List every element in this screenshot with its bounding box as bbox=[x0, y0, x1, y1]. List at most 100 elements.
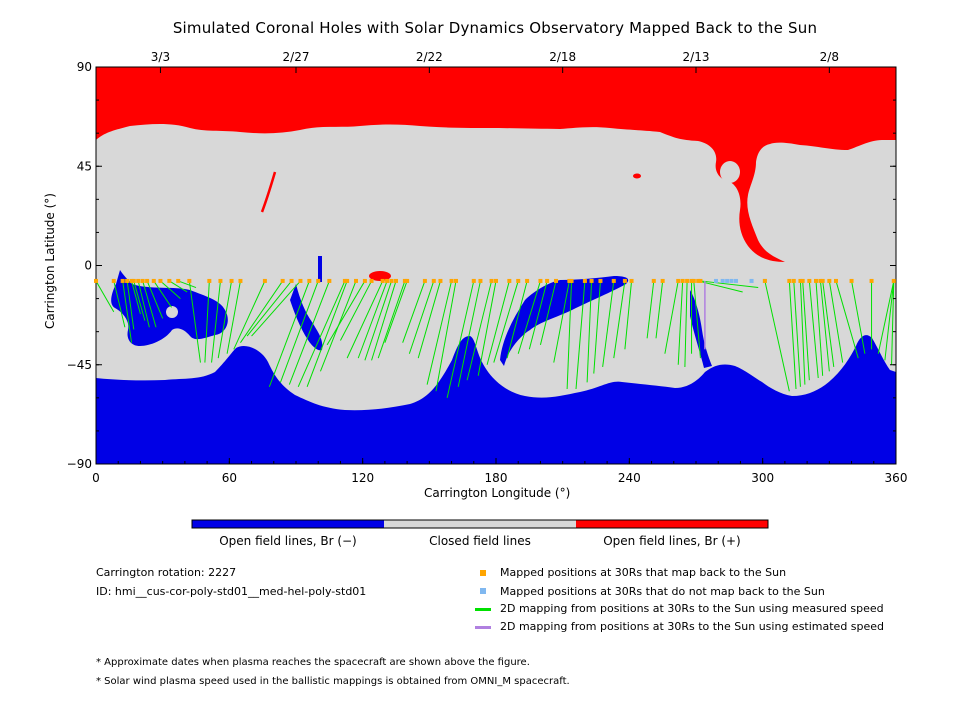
y-tick-label: −90 bbox=[67, 457, 92, 471]
mapped-point bbox=[478, 278, 483, 283]
measured-mapping-line bbox=[493, 280, 519, 363]
map-area bbox=[96, 67, 896, 464]
measured-mapping-line bbox=[506, 280, 528, 359]
mapped-point bbox=[827, 278, 832, 283]
mapped-point bbox=[791, 278, 796, 283]
mapped-point bbox=[680, 278, 685, 283]
mapped-point bbox=[176, 278, 181, 283]
measured-mapping-line bbox=[593, 280, 601, 374]
top-date-label: 2/8 bbox=[820, 50, 839, 64]
mapped-point bbox=[131, 278, 136, 283]
mapped-point bbox=[289, 278, 294, 283]
mapped-point bbox=[494, 278, 498, 283]
mapped-point bbox=[807, 278, 812, 283]
mapped-point bbox=[471, 278, 476, 283]
measured-mapping-line bbox=[217, 280, 233, 359]
measured-mapping-line bbox=[884, 280, 895, 361]
measured-mapping-line bbox=[793, 280, 801, 387]
north-positive-polar-hole bbox=[96, 67, 896, 262]
mapped-point bbox=[438, 278, 443, 283]
x-tick-label: 120 bbox=[351, 471, 374, 485]
mapped-point bbox=[507, 278, 512, 283]
mapped-point bbox=[120, 278, 125, 283]
legend-mapped-label: Mapped positions at 30Rs that map back t… bbox=[500, 566, 787, 579]
measured-mapping-line bbox=[240, 280, 284, 343]
mapped-point bbox=[354, 278, 358, 283]
legend-measured-label: 2D mapping from positions at 30Rs to the… bbox=[500, 602, 884, 615]
mapped-point bbox=[598, 278, 603, 283]
negative-hole-mid bbox=[290, 284, 323, 351]
mapped-point bbox=[676, 278, 681, 283]
measured-mapping-line bbox=[566, 280, 573, 390]
measured-mapping-line bbox=[700, 280, 759, 289]
mapped-point bbox=[145, 278, 150, 283]
measured-mapping-line bbox=[371, 280, 397, 361]
mapping-lines bbox=[95, 280, 895, 398]
negative-hole-center bbox=[500, 276, 629, 366]
positive-arc bbox=[260, 171, 277, 213]
mapped-point bbox=[316, 278, 321, 283]
mapped-point bbox=[342, 278, 347, 283]
mapped-point bbox=[798, 278, 803, 283]
mapped-point bbox=[489, 278, 494, 283]
mapped-point bbox=[151, 278, 156, 283]
closed-island-2 bbox=[166, 306, 178, 318]
measured-mapping-line bbox=[435, 280, 457, 392]
colorbar-label-negative: Open field lines, Br (−) bbox=[219, 534, 357, 548]
measured-mapping-line bbox=[828, 280, 844, 363]
measured-mapping-line bbox=[226, 280, 241, 354]
mapped-point bbox=[280, 278, 285, 283]
mapped-point bbox=[449, 278, 454, 283]
x-tick-label: 180 bbox=[485, 471, 508, 485]
mapped-point bbox=[622, 278, 627, 283]
mapped-points bbox=[94, 278, 896, 283]
x-ticks: 0 60 120 180 240 300 360 bbox=[92, 458, 907, 485]
measured-mapping-line bbox=[364, 280, 393, 361]
measured-mapping-line bbox=[539, 280, 557, 346]
mapped-point bbox=[405, 278, 410, 283]
mapped-point bbox=[589, 278, 594, 283]
legend-unmapped-label: Mapped positions at 30Rs that do not map… bbox=[500, 585, 825, 598]
x-tick-label: 360 bbox=[885, 471, 908, 485]
measured-mapping-line bbox=[306, 280, 348, 387]
mapped-point bbox=[869, 278, 874, 283]
mapped-point bbox=[158, 278, 163, 283]
note-dates: * Approximate dates when plasma reaches … bbox=[96, 657, 530, 668]
measured-mapping-line bbox=[131, 280, 141, 315]
mapped-point bbox=[891, 278, 896, 283]
measured-mapping-line bbox=[655, 280, 664, 339]
top-date-label: 2/18 bbox=[549, 50, 576, 64]
mapped-point bbox=[402, 278, 407, 283]
measured-mapping-line bbox=[246, 280, 292, 337]
carrington-rotation: Carrington rotation: 2227 bbox=[96, 566, 237, 579]
mapped-point bbox=[814, 278, 818, 283]
mapped-point bbox=[229, 278, 234, 283]
measured-mapping-line bbox=[602, 280, 615, 368]
mapped-point bbox=[385, 278, 390, 283]
measured-mapping-line bbox=[204, 280, 210, 363]
colorbar-negative bbox=[192, 520, 384, 528]
measured-mapping-line bbox=[178, 280, 197, 289]
y-tick-label: −45 bbox=[67, 358, 92, 372]
measured-mapping-line bbox=[268, 280, 310, 387]
mapped-point bbox=[262, 278, 267, 283]
unmapped-point bbox=[734, 278, 738, 283]
mapped-point bbox=[538, 278, 543, 283]
measured-mapping-line bbox=[477, 280, 497, 376]
mapped-point bbox=[762, 278, 767, 283]
mapped-point bbox=[140, 278, 145, 283]
mapped-point bbox=[787, 278, 792, 283]
colorbar-closed bbox=[384, 520, 576, 528]
mapped-point bbox=[818, 278, 823, 283]
mapped-point bbox=[345, 278, 350, 283]
top-date-label: 3/3 bbox=[151, 50, 170, 64]
top-date-label: 2/22 bbox=[416, 50, 443, 64]
model-id: ID: hmi__cus-cor-poly-std01__med-hel-pol… bbox=[96, 585, 367, 598]
mapped-point bbox=[582, 278, 587, 283]
mapped-point bbox=[111, 278, 116, 283]
mapped-point bbox=[689, 278, 694, 283]
mapped-point bbox=[629, 278, 634, 283]
measured-mapping-line bbox=[142, 280, 157, 328]
mapped-point bbox=[422, 278, 427, 283]
